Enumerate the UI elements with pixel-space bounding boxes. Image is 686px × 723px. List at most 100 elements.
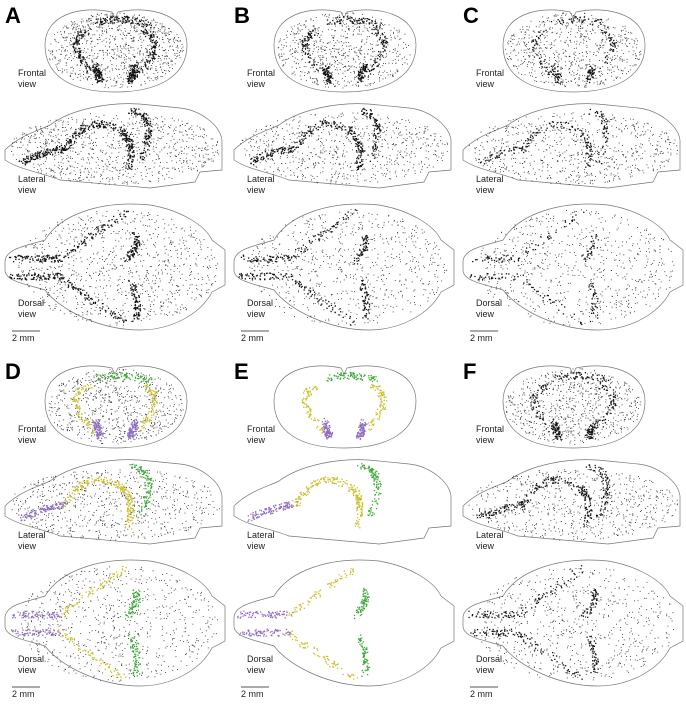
point: [92, 70, 93, 71]
point: [218, 154, 219, 155]
point: [29, 261, 30, 262]
point: [98, 275, 99, 276]
point: [69, 148, 70, 149]
point: [128, 280, 129, 281]
point: [150, 304, 151, 305]
point: [160, 29, 161, 30]
point: [352, 65, 353, 66]
point: [89, 18, 90, 19]
point: [149, 51, 150, 52]
point: [155, 229, 156, 230]
point: [89, 180, 90, 181]
point: [93, 273, 94, 274]
point: [95, 287, 96, 288]
point: [304, 36, 305, 37]
point: [22, 274, 23, 275]
point: [75, 162, 76, 163]
point: [58, 42, 59, 43]
point: [46, 259, 47, 260]
point: [352, 85, 353, 86]
point: [140, 36, 141, 37]
point: [323, 57, 324, 58]
point: [87, 71, 88, 72]
point: [147, 19, 148, 20]
point: [35, 159, 36, 160]
point: [104, 19, 105, 20]
point: [72, 288, 73, 289]
point: [101, 77, 102, 78]
point: [139, 279, 140, 280]
point: [76, 316, 77, 317]
point: [113, 140, 114, 141]
point: [130, 78, 131, 79]
point: [67, 249, 68, 250]
point: [337, 83, 338, 84]
point: [348, 56, 349, 57]
point: [116, 81, 117, 82]
point: [314, 48, 315, 49]
point: [93, 253, 94, 254]
point: [380, 75, 381, 76]
point: [79, 180, 80, 181]
point: [156, 221, 157, 222]
point: [81, 37, 82, 38]
point: [65, 135, 66, 136]
point: [74, 32, 75, 33]
point: [146, 30, 147, 31]
point: [322, 55, 323, 56]
point: [80, 289, 81, 290]
point: [297, 31, 298, 32]
point: [131, 139, 132, 140]
point: [128, 17, 129, 18]
point: [102, 41, 103, 42]
point: [190, 168, 191, 169]
point: [145, 137, 146, 138]
point: [101, 13, 102, 14]
point: [126, 56, 127, 57]
point: [72, 28, 73, 29]
point: [79, 129, 80, 130]
point: [177, 50, 178, 51]
point: [157, 255, 158, 256]
point: [97, 128, 98, 129]
point: [81, 307, 82, 308]
point: [170, 240, 171, 241]
point: [130, 23, 131, 24]
point: [73, 47, 74, 48]
point: [43, 151, 44, 152]
point: [126, 72, 127, 73]
point: [211, 285, 212, 286]
point: [83, 121, 84, 122]
point: [362, 14, 363, 15]
point: [89, 154, 90, 155]
point: [138, 142, 139, 143]
point: [137, 308, 138, 309]
point: [148, 311, 149, 312]
point: [163, 136, 164, 137]
point: [179, 244, 180, 245]
point: [39, 255, 40, 256]
point: [170, 156, 171, 157]
point: [144, 142, 145, 143]
point: [81, 241, 82, 242]
point: [45, 281, 46, 282]
point: [81, 279, 82, 280]
point: [81, 125, 82, 126]
point: [164, 119, 165, 120]
point: [114, 86, 115, 87]
point: [172, 178, 173, 179]
point: [100, 150, 101, 151]
point: [395, 50, 396, 51]
point: [122, 282, 123, 283]
point: [151, 135, 152, 136]
point: [97, 231, 98, 232]
point: [74, 142, 75, 143]
point: [376, 29, 377, 30]
point: [96, 123, 97, 124]
point: [208, 277, 209, 278]
point: [359, 34, 360, 35]
point: [199, 294, 200, 295]
point: [168, 301, 169, 302]
point: [211, 158, 212, 159]
point: [118, 312, 119, 313]
